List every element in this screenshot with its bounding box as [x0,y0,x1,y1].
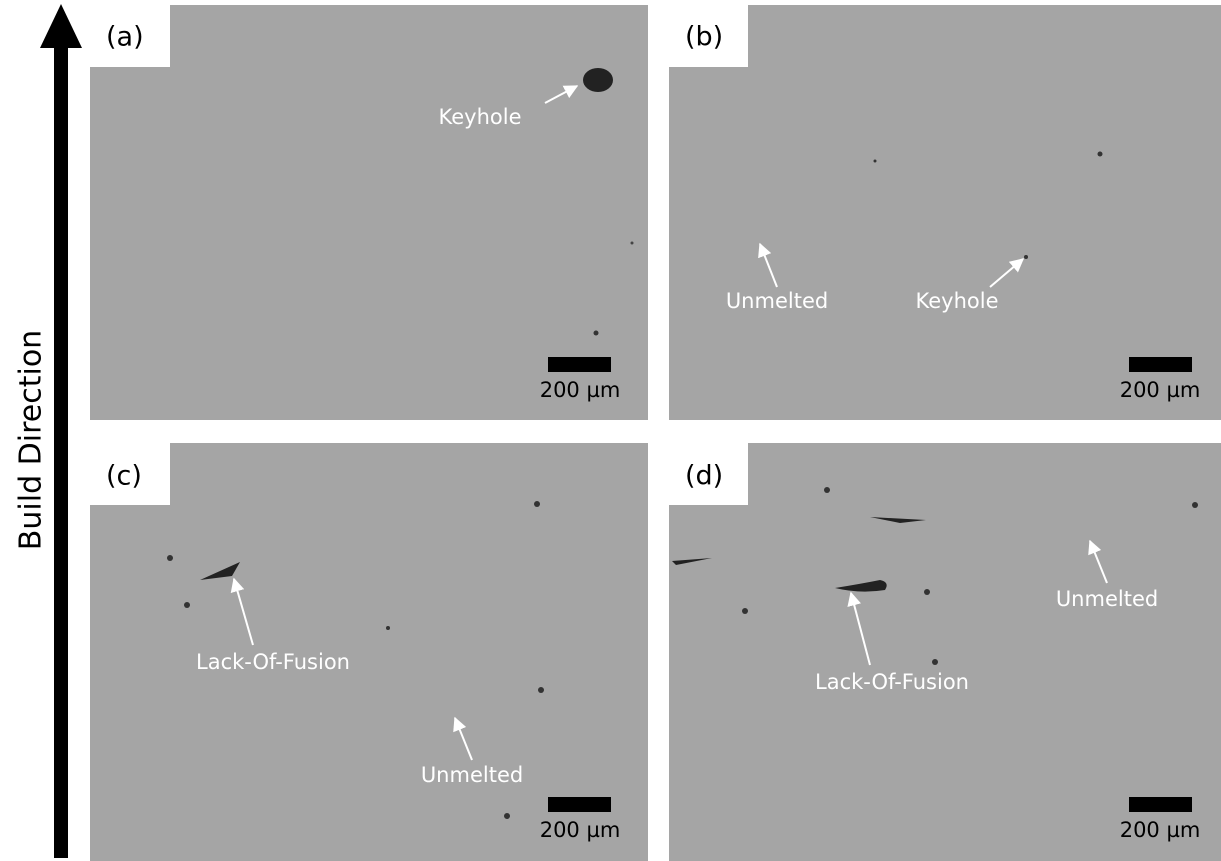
panel-label: (a) [106,22,144,53]
panel-d: (d) Lack-Of-Fusion Unmelted 200 µm [669,443,1221,861]
pore [167,555,173,561]
panel-a: (a) Keyhole 200 µm [90,5,648,420]
scale-bar [548,357,611,372]
panel-b: (b) Unmelted Keyhole 200 µm [669,5,1221,420]
pore [874,160,877,163]
pore [824,487,830,493]
panel-c: (c) Lack-Of-Fusion Unmelted 200 µm [90,443,648,861]
panel-label: (c) [106,461,142,492]
scale-bar-label: 200 µm [1120,818,1201,842]
annotation: Lack-Of-Fusion [815,670,969,694]
pore [386,626,390,630]
direction-label: Build Direction [14,330,49,550]
pore [742,608,748,614]
annotation: Lack-Of-Fusion [196,650,350,674]
annotation: Unmelted [726,289,828,313]
annotation: Unmelted [421,763,523,787]
scale-bar-label: 200 µm [540,818,621,842]
annotation: Keyhole [439,105,522,129]
pore [924,589,930,595]
annotation: Keyhole [916,289,999,313]
scale-bar [1129,357,1192,372]
figure: Build Direction (a) Keyhole 200 µm (b) U… [0,0,1221,861]
pore [583,68,613,92]
pore [1098,152,1103,157]
annotation: Unmelted [1056,587,1158,611]
pore [631,242,634,245]
pore [1192,502,1198,508]
direction-arrow-shaft [54,45,68,858]
scale-bar-label: 200 µm [540,378,621,402]
panel-label: (d) [685,461,723,492]
pore [1024,255,1028,259]
pore [594,331,599,336]
pore [504,813,510,819]
scale-bar-label: 200 µm [1120,378,1201,402]
pore [932,659,938,665]
pore [184,602,190,608]
scale-bar [1129,797,1192,812]
pore [534,501,540,507]
direction-arrow-head [40,4,82,48]
scale-bar [548,797,611,812]
panel-label: (b) [685,22,723,53]
pore [538,687,544,693]
